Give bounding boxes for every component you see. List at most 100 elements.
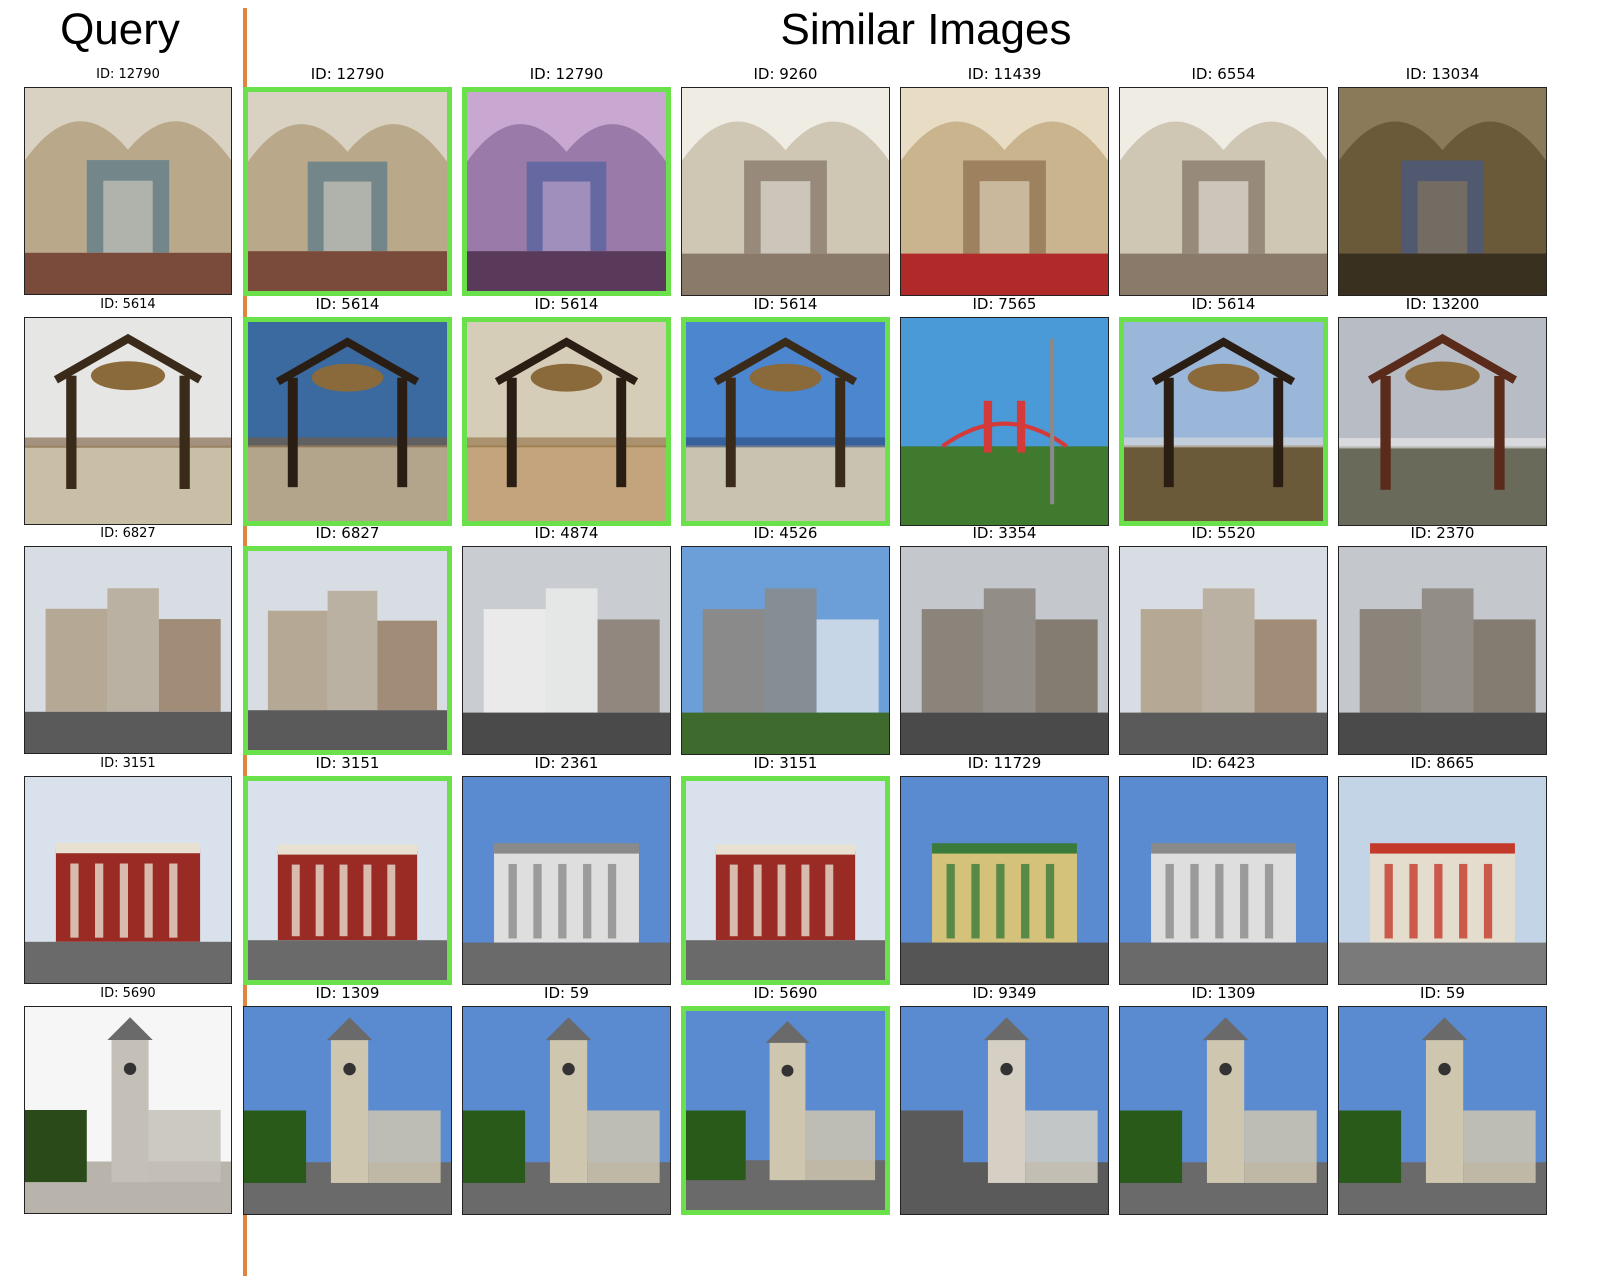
result-caption: ID: 1309	[315, 984, 380, 1002]
result-tile: ID: 13200	[1338, 295, 1547, 526]
result-caption: ID: 3354	[972, 524, 1037, 542]
result-caption: ID: 5614	[753, 295, 818, 313]
result-caption: ID: 3151	[753, 754, 818, 772]
query-tile: ID: 5690	[24, 986, 232, 1214]
result-tile: ID: 3151	[243, 754, 452, 985]
result-image	[900, 87, 1109, 296]
result-tile: ID: 6554	[1119, 65, 1328, 296]
query-caption: ID: 5690	[100, 986, 156, 1001]
result-tile: ID: 6827	[243, 524, 452, 755]
result-caption: ID: 5614	[315, 295, 380, 313]
result-caption: ID: 6827	[315, 524, 380, 542]
result-tile: ID: 12790	[243, 65, 452, 296]
result-caption: ID: 4526	[753, 524, 818, 542]
matched-result-image	[681, 1006, 890, 1215]
result-image	[1338, 546, 1547, 755]
result-caption: ID: 2361	[534, 754, 599, 772]
result-caption: ID: 8665	[1410, 754, 1475, 772]
result-tile: ID: 5614	[462, 295, 671, 526]
result-caption: ID: 5520	[1191, 524, 1256, 542]
result-image	[900, 1006, 1109, 1215]
result-tile: ID: 1309	[243, 984, 452, 1215]
query-caption: ID: 6827	[100, 526, 156, 541]
matched-result-image	[1119, 317, 1328, 526]
query-tile: ID: 12790	[24, 67, 232, 295]
result-tile: ID: 5614	[681, 295, 890, 526]
result-tile: ID: 4526	[681, 524, 890, 755]
result-caption: ID: 5614	[534, 295, 599, 313]
result-caption: ID: 59	[1420, 984, 1465, 1002]
query-caption: ID: 12790	[96, 67, 160, 82]
result-image	[681, 87, 890, 296]
result-caption: ID: 1309	[1191, 984, 1256, 1002]
query-image	[24, 776, 232, 984]
result-tile: ID: 13034	[1338, 65, 1547, 296]
query-tile: ID: 5614	[24, 297, 232, 525]
result-tile: ID: 4874	[462, 524, 671, 755]
result-caption: ID: 5614	[1191, 295, 1256, 313]
result-caption: ID: 13034	[1405, 65, 1480, 83]
result-tile: ID: 9349	[900, 984, 1109, 1215]
result-tile: ID: 59	[1338, 984, 1547, 1215]
result-caption: ID: 7565	[972, 295, 1037, 313]
result-caption: ID: 12790	[529, 65, 604, 83]
matched-result-image	[243, 776, 452, 985]
query-image	[24, 546, 232, 754]
similar-images-heading: Similar Images	[780, 5, 1072, 54]
result-image	[900, 317, 1109, 526]
query-image	[24, 1006, 232, 1214]
result-image	[900, 546, 1109, 755]
result-image	[1338, 776, 1547, 985]
result-image	[462, 546, 671, 755]
result-image	[1119, 1006, 1328, 1215]
result-tile: ID: 12790	[462, 65, 671, 296]
result-caption: ID: 9349	[972, 984, 1037, 1002]
result-caption: ID: 2370	[1410, 524, 1475, 542]
result-caption: ID: 4874	[534, 524, 599, 542]
result-image	[462, 776, 671, 985]
result-image	[681, 546, 890, 755]
matched-result-image	[681, 317, 890, 526]
matched-result-image	[243, 546, 452, 755]
result-tile: ID: 59	[462, 984, 671, 1215]
result-tile: ID: 7565	[900, 295, 1109, 526]
query-caption: ID: 5614	[100, 297, 156, 312]
result-tile: ID: 2361	[462, 754, 671, 985]
query-image	[24, 87, 232, 295]
result-caption: ID: 59	[544, 984, 589, 1002]
matched-result-image	[243, 87, 452, 296]
result-caption: ID: 5690	[753, 984, 818, 1002]
result-image	[462, 1006, 671, 1215]
result-tile: ID: 1309	[1119, 984, 1328, 1215]
result-tile: ID: 2370	[1338, 524, 1547, 755]
result-tile: ID: 11729	[900, 754, 1109, 985]
result-tile: ID: 6423	[1119, 754, 1328, 985]
result-image	[900, 776, 1109, 985]
result-caption: ID: 11439	[967, 65, 1042, 83]
result-tile: ID: 8665	[1338, 754, 1547, 985]
result-caption: ID: 12790	[310, 65, 385, 83]
query-image	[24, 317, 232, 525]
result-caption: ID: 13200	[1405, 295, 1480, 313]
result-tile: ID: 11439	[900, 65, 1109, 296]
matched-result-image	[462, 87, 671, 296]
result-image	[1119, 776, 1328, 985]
result-image	[1119, 87, 1328, 296]
result-caption: ID: 6554	[1191, 65, 1256, 83]
matched-result-image	[243, 317, 452, 526]
result-tile: ID: 3354	[900, 524, 1109, 755]
result-tile: ID: 5520	[1119, 524, 1328, 755]
result-image	[243, 1006, 452, 1215]
result-caption: ID: 9260	[753, 65, 818, 83]
result-tile: ID: 5614	[243, 295, 452, 526]
query-heading: Query	[60, 5, 180, 54]
result-tile: ID: 9260	[681, 65, 890, 296]
result-image	[1338, 87, 1547, 296]
result-image	[1338, 1006, 1547, 1215]
result-tile: ID: 5614	[1119, 295, 1328, 526]
result-image	[1338, 317, 1547, 526]
query-tile: ID: 6827	[24, 526, 232, 754]
result-caption: ID: 3151	[315, 754, 380, 772]
result-tile: ID: 3151	[681, 754, 890, 985]
result-caption: ID: 6423	[1191, 754, 1256, 772]
